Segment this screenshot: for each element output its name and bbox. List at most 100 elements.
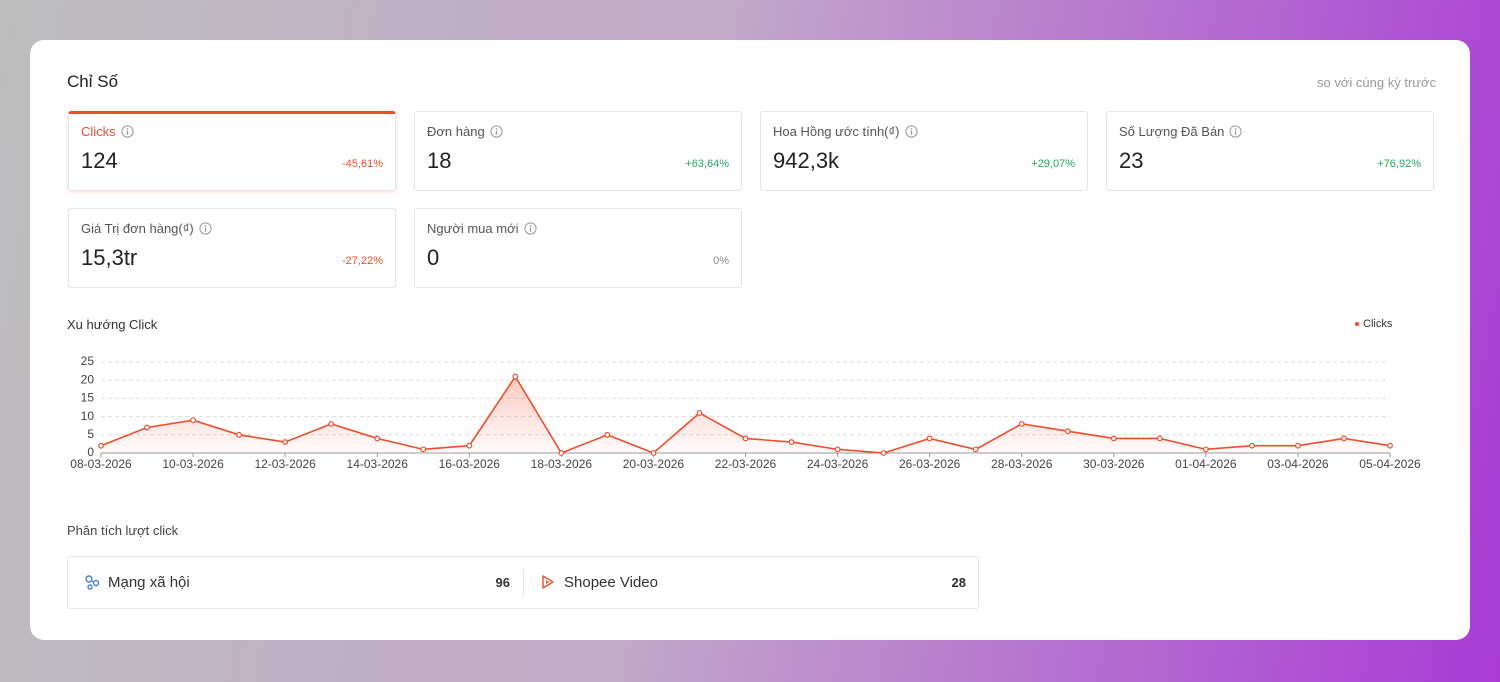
social-icon <box>85 575 100 590</box>
metric-card[interactable]: Người mua mới 0 0% <box>414 208 742 288</box>
x-tick-label: 12-03-2026 <box>254 457 316 471</box>
point <box>926 435 933 442</box>
metric-label: Đơn hàng <box>427 124 485 139</box>
metric-card[interactable]: Số Lượng Đã Bán 23 +76,92% <box>1106 111 1434 191</box>
breakdown-title: Phân tích lượt click <box>67 523 179 538</box>
chart-title: Xu hướng Click <box>67 317 158 332</box>
y-tick-label: 15 <box>81 391 95 405</box>
legend-dot <box>1355 322 1359 326</box>
point <box>1341 435 1347 442</box>
point <box>328 420 335 427</box>
breakdown-value: 28 <box>951 575 966 590</box>
metric-change: +63,64% <box>685 158 729 170</box>
x-tick-label: 16-03-2026 <box>439 457 501 471</box>
area <box>101 376 1390 453</box>
point <box>696 410 703 416</box>
metric-card[interactable]: Giá Trị đơn hàng(₫) 15,3tr -27,22% <box>68 208 396 288</box>
metric-value: 15,3tr <box>81 245 138 270</box>
metric-value: 18 <box>427 148 452 173</box>
metric-value: 124 <box>81 148 118 173</box>
point <box>742 435 749 442</box>
metric-label-row: Giá Trị đơn hàng(₫) <box>81 221 212 236</box>
point <box>1295 442 1301 449</box>
metric-card[interactable]: Đơn hàng 18 +63,64% <box>414 111 742 191</box>
point <box>1248 442 1255 449</box>
info-icon <box>904 125 918 138</box>
point <box>512 373 519 380</box>
x-tick-label: 20-03-2026 <box>623 457 685 471</box>
point <box>972 446 979 453</box>
metric-change: +76,92% <box>1377 158 1421 170</box>
x-tick-label: 24-03-2026 <box>807 457 869 471</box>
y-tick-label: 10 <box>81 409 95 423</box>
info-icon <box>199 222 212 235</box>
legend-label: Clicks <box>1363 318 1393 330</box>
point <box>834 446 841 453</box>
x-tick-label: 01-04-2026 <box>1175 457 1237 471</box>
point <box>190 417 196 424</box>
point <box>466 442 473 449</box>
x-tick-label: 18-03-2026 <box>531 457 593 471</box>
point <box>1064 428 1071 435</box>
metric-change: 0% <box>713 255 729 267</box>
x-tick-label: 26-03-2026 <box>899 457 961 471</box>
breakdown-item: Mạng xã hội 96 <box>68 557 523 608</box>
metric-label: Hoa Hồng ước tính(₫) <box>773 124 900 139</box>
y-tick-label: 5 <box>87 427 94 441</box>
breakdown-box: Mạng xã hội 96 Shopee Video 28 <box>67 556 979 609</box>
info-icon <box>490 125 503 138</box>
breakdown-value: 96 <box>495 575 510 590</box>
y-tick-label: 20 <box>81 372 95 386</box>
metric-label: Giá Trị đơn hàng(₫) <box>81 221 194 236</box>
x-tick-label: 22-03-2026 <box>715 457 777 471</box>
point <box>1018 420 1025 427</box>
metric-value: 942,3k <box>773 148 840 173</box>
x-tick-label: 03-04-2026 <box>1267 457 1329 471</box>
metric-card[interactable]: Hoa Hồng ước tính(₫) 942,3k +29,07% <box>760 111 1088 191</box>
metric-label: Số Lượng Đã Bán <box>1119 124 1225 139</box>
stats-card: Chỉ Số so với cùng kỳ trước Clicks 124 -45… <box>30 40 1470 640</box>
point <box>420 446 427 453</box>
divider <box>523 569 524 597</box>
metric-label-row: Người mua mới <box>427 221 537 236</box>
metric-label: Clicks <box>81 124 116 139</box>
point <box>236 431 243 438</box>
point <box>144 424 150 431</box>
metric-change: -27,22% <box>342 255 383 267</box>
x-tick-label: 08-03-2026 <box>70 457 132 471</box>
x-tick-label: 14-03-2026 <box>347 457 409 471</box>
point <box>1202 446 1209 453</box>
info-icon <box>523 222 537 235</box>
x-tick-label: 28-03-2026 <box>991 457 1053 471</box>
metric-label: Người mua mới <box>427 221 519 236</box>
metric-value: 23 <box>1119 148 1144 173</box>
point <box>374 435 381 442</box>
point <box>98 442 104 449</box>
info-icon <box>1229 125 1243 138</box>
breakdown-label: Mạng xã hội <box>108 574 190 591</box>
metric-value: 0 <box>427 245 440 270</box>
metric-change: -45,61% <box>342 158 383 170</box>
breakdown-item: Shopee Video 28 <box>524 557 979 608</box>
y-tick-label: 25 <box>81 354 95 368</box>
metric-change: +29,07% <box>1031 158 1075 170</box>
point <box>1387 442 1393 449</box>
y-tick-label: 0 <box>87 445 94 459</box>
point <box>604 431 611 438</box>
point <box>788 439 795 445</box>
point <box>1156 435 1163 442</box>
info-icon <box>121 125 134 138</box>
metric-label-row: Đơn hàng <box>427 124 503 139</box>
breakdown-label: Shopee Video <box>564 574 658 591</box>
metric-label-row: Hoa Hồng ước tính(₫) <box>773 124 918 139</box>
x-tick-label: 05-04-2026 <box>1359 457 1421 471</box>
metric-card[interactable]: Clicks 124 -45,61% <box>68 111 396 191</box>
x-tick-label: 10-03-2026 <box>162 457 224 471</box>
chart: 0 5 10 15 20 25 08-03-2026 10-03-2026 12-03-2026… <box>70 354 1421 471</box>
metric-label-row: Clicks <box>81 124 134 139</box>
x-tick-label: 30-03-2026 <box>1083 457 1145 471</box>
point <box>880 450 887 456</box>
point <box>1110 435 1117 442</box>
metric-label-row: Số Lượng Đã Bán <box>1119 124 1243 139</box>
